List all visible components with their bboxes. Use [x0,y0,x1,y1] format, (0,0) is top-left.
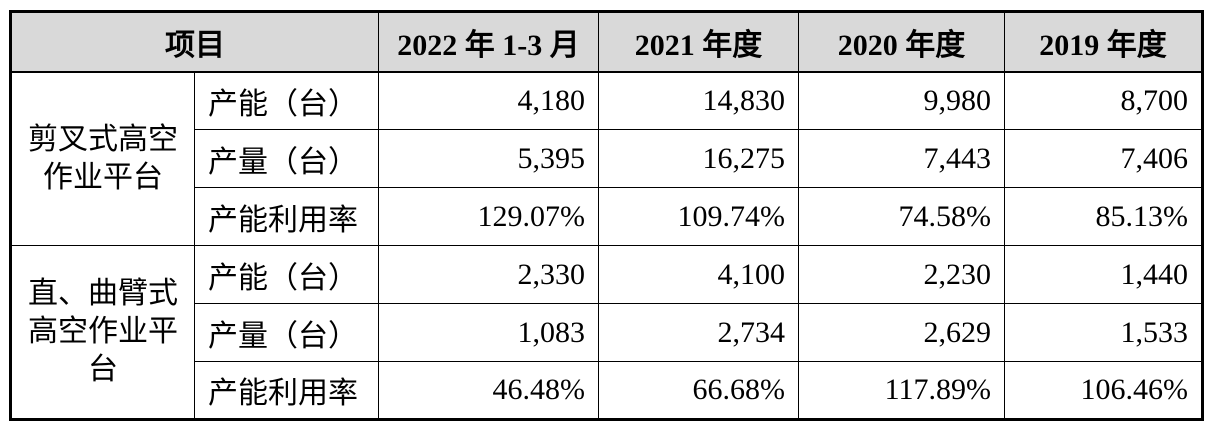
value-cell: 74.58% [798,187,1005,246]
value-cell: 5,395 [378,129,599,188]
value-cell: 2,734 [598,303,799,362]
value-cell: 117.89% [798,361,1005,420]
value-cell: 8,700 [1004,71,1203,130]
value-cell: 9,980 [798,71,1005,130]
value-cell: 2,629 [798,303,1005,362]
metric-label-capacity: 产能（台） [194,71,379,130]
group-label-scissor-platform: 剪叉式高空作业平台 [10,71,195,246]
header-cell-item: 项目 [10,11,379,73]
header-cell-period-2019: 2019 年度 [1004,11,1203,73]
value-cell: 2,330 [378,245,599,304]
value-cell: 109.74% [598,187,799,246]
table-row-boom-utilization: 产能利用率 46.48% 66.68% 117.89% 106.46% [11,361,1203,420]
table-row-scissor-utilization: 产能利用率 129.07% 109.74% 74.58% 85.13% [11,187,1203,246]
value-cell: 1,083 [378,303,599,362]
value-cell: 46.48% [378,361,599,420]
value-cell: 1,533 [1004,303,1203,362]
group-label-boom-platform: 直、曲臂式高空作业平台 [10,245,195,420]
value-cell: 129.07% [378,187,599,246]
header-cell-period-2021: 2021 年度 [598,11,799,73]
value-cell: 1,440 [1004,245,1203,304]
value-cell: 4,100 [598,245,799,304]
value-cell: 16,275 [598,129,799,188]
table-row-scissor-output: 产量（台） 5,395 16,275 7,443 7,406 [11,129,1203,188]
value-cell: 14,830 [598,71,799,130]
value-cell: 66.68% [598,361,799,420]
value-cell: 4,180 [378,71,599,130]
metric-label-utilization: 产能利用率 [194,187,379,246]
metric-label-output: 产量（台） [194,303,379,362]
value-cell: 106.46% [1004,361,1203,420]
table-header-row: 项目 2022 年 1-3 月 2021 年度 2020 年度 2019 年度 [10,11,1203,73]
metric-label-output: 产量（台） [194,129,379,188]
value-cell: 85.13% [1004,187,1203,246]
table-row-boom-capacity: 直、曲臂式高空作业平台 产能（台） 2,330 4,100 2,230 1,44… [10,245,1203,420]
table-row-scissor-capacity: 剪叉式高空作业平台 产能（台） 4,180 14,830 9,980 8,700 [10,71,1203,246]
header-cell-period-2020: 2020 年度 [798,11,1005,73]
value-cell: 7,443 [798,129,1005,188]
metric-label-utilization: 产能利用率 [194,361,379,420]
value-cell: 7,406 [1004,129,1203,188]
header-cell-period-2022: 2022 年 1-3 月 [378,11,599,73]
capacity-utilization-table: 项目 2022 年 1-3 月 2021 年度 2020 年度 2019 年度 … [9,10,1204,421]
metric-label-capacity: 产能（台） [194,245,379,304]
value-cell: 2,230 [798,245,1005,304]
